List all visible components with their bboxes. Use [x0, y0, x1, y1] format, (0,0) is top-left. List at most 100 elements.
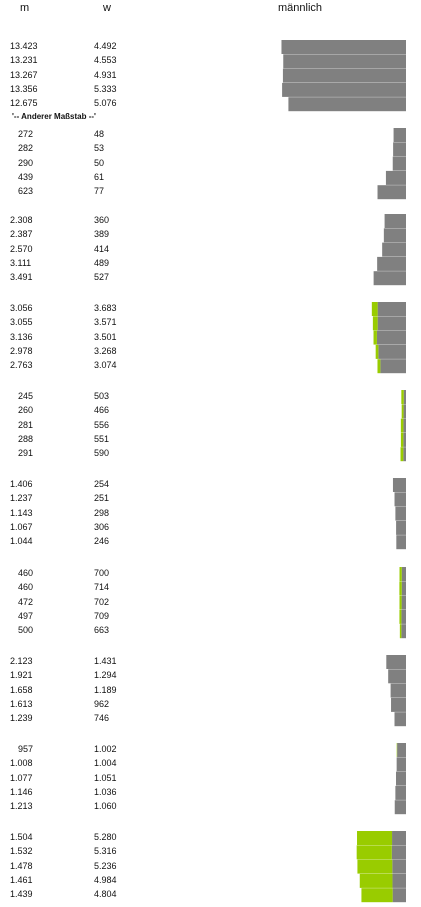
- bar-w: [399, 581, 402, 596]
- value-m: 1.143: [10, 507, 33, 518]
- value-w: 3.268: [94, 345, 117, 356]
- bar-m: [384, 214, 406, 228]
- value-w: 503: [94, 391, 110, 401]
- bar-w: [399, 595, 402, 610]
- bar-m: [403, 447, 406, 462]
- bar-w: [399, 624, 402, 639]
- bar-m: [394, 492, 406, 507]
- value-m: 281: [18, 419, 34, 430]
- bar-m: [396, 520, 406, 535]
- bar-w: [401, 404, 404, 419]
- bar-m: [403, 404, 406, 419]
- value-m: 1.461: [10, 874, 33, 885]
- value-m: 1.213: [10, 801, 33, 812]
- bar-m: [392, 873, 406, 888]
- chart-title: männlich: [278, 2, 323, 14]
- value-m: 272: [18, 129, 34, 139]
- value-m: 1.406: [10, 479, 33, 489]
- value-m: 291: [18, 448, 34, 459]
- value-m: 1.239: [10, 713, 33, 724]
- value-w: 50: [94, 157, 105, 168]
- value-m: 1.237: [10, 493, 33, 504]
- bar-m: [403, 418, 406, 433]
- bar-w: [361, 888, 393, 903]
- value-m: 1.044: [10, 536, 33, 547]
- value-w: 4.492: [94, 41, 117, 51]
- value-m: 1.439: [10, 889, 33, 900]
- value-m: 3.055: [10, 317, 33, 328]
- value-m: 3.056: [10, 303, 33, 313]
- bar-m: [394, 800, 406, 815]
- value-w: 1.036: [94, 786, 117, 797]
- bar-w: [375, 344, 379, 359]
- bar-w: [357, 859, 393, 874]
- bar-m: [383, 228, 406, 243]
- bar-m: [401, 609, 406, 624]
- value-w: 466: [94, 405, 110, 416]
- bar-m: [391, 845, 406, 860]
- bar-m: [376, 330, 406, 345]
- bar-w: [371, 302, 378, 316]
- value-m: 2.763: [10, 360, 33, 371]
- value-m: 282: [18, 143, 34, 154]
- column-header-m: m: [20, 2, 30, 14]
- value-w: 251: [94, 493, 110, 504]
- bar-w: [357, 831, 393, 845]
- bar-m: [391, 697, 406, 712]
- bar-w: [399, 567, 402, 581]
- value-m: 500: [18, 625, 34, 636]
- bar-m: [385, 170, 406, 185]
- value-w: 246: [94, 536, 110, 547]
- value-w: 5.333: [94, 83, 117, 94]
- bar-m: [288, 97, 406, 112]
- bar-m: [396, 535, 406, 550]
- value-w: 1.002: [94, 744, 117, 754]
- bar-w: [359, 873, 393, 888]
- bar-m: [282, 68, 406, 83]
- value-m: 290: [18, 157, 34, 168]
- value-m: 1.146: [10, 786, 33, 797]
- bar-m: [390, 683, 406, 698]
- bar-w: [399, 609, 402, 624]
- bar-w: [373, 330, 377, 345]
- value-m: 1.532: [10, 846, 33, 857]
- value-m: 1.658: [10, 684, 33, 695]
- bar-m: [394, 712, 406, 727]
- value-m: 1.921: [10, 670, 33, 681]
- value-m: 12.675: [10, 98, 38, 109]
- value-w: 360: [94, 215, 110, 225]
- bar-m: [282, 82, 406, 97]
- value-w: 414: [94, 243, 110, 254]
- value-m: 1.504: [10, 832, 33, 842]
- value-m: 497: [18, 610, 34, 621]
- value-m: 460: [18, 582, 34, 593]
- value-w: 5.316: [94, 846, 117, 857]
- bar-m: [401, 595, 406, 610]
- bar-m: [382, 242, 406, 257]
- value-w: 663: [94, 625, 110, 636]
- value-w: 962: [94, 698, 110, 709]
- bar-m: [401, 624, 406, 639]
- bar-m: [403, 432, 406, 447]
- column-header-w: w: [103, 2, 111, 14]
- bar-m: [377, 302, 406, 316]
- value-m: 1.478: [10, 860, 33, 871]
- value-w: 551: [94, 433, 110, 444]
- value-m: 13.231: [10, 55, 38, 66]
- bar-w: [401, 390, 404, 404]
- value-m: 957: [18, 744, 34, 754]
- value-m: 288: [18, 433, 34, 444]
- value-m: 623: [18, 186, 34, 197]
- value-w: 389: [94, 229, 110, 240]
- bar-m: [392, 831, 406, 845]
- value-w: 4.804: [94, 889, 117, 900]
- scale-note: '-- Anderer Maßstab --': [12, 112, 96, 121]
- value-w: 700: [94, 568, 110, 578]
- value-w: 306: [94, 521, 110, 532]
- value-w: 1.189: [94, 684, 117, 695]
- value-w: 709: [94, 610, 110, 621]
- value-w: 298: [94, 507, 110, 518]
- value-m: 2.570: [10, 243, 33, 254]
- bar-m: [395, 506, 406, 521]
